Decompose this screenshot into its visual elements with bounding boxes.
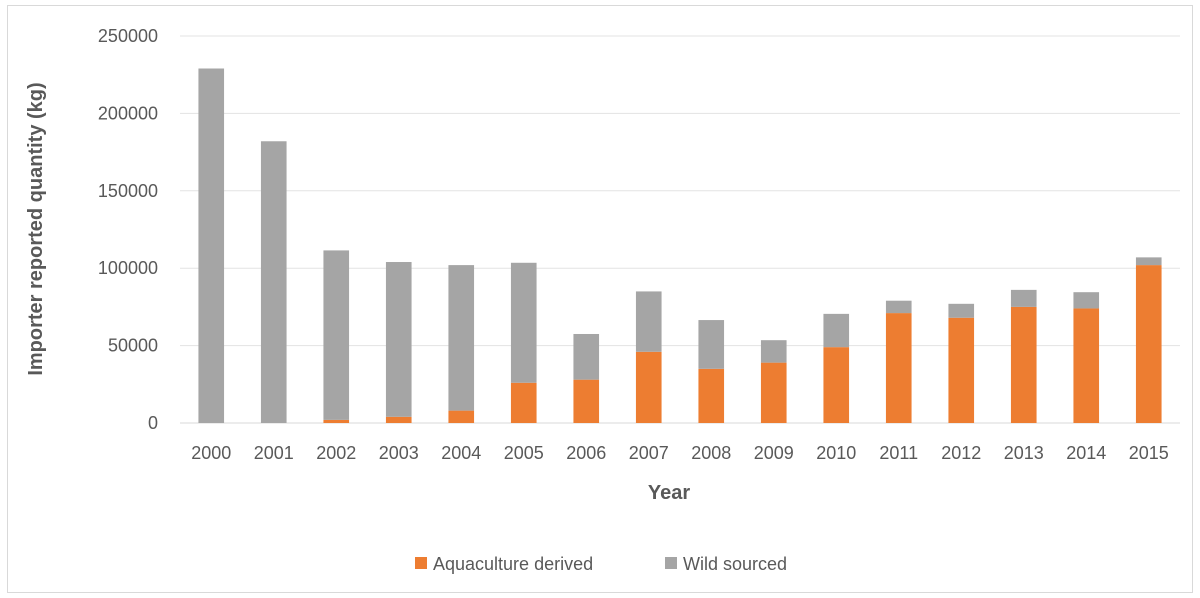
bar-wild-2000 (198, 68, 225, 424)
bar-wild-2014 (1073, 292, 1100, 309)
x-axis-title: Year (648, 482, 690, 504)
bar-wild-2010 (823, 313, 850, 348)
y-axis-title: Importer reported quantity (kg) (25, 82, 47, 375)
x-tick-label: 2003 (379, 443, 419, 463)
y-tick-label: 50000 (108, 336, 158, 356)
bar-wild-2015 (1135, 257, 1162, 266)
bar-aquaculture-2010 (823, 347, 850, 423)
x-tick-label: 2000 (191, 443, 231, 463)
x-tick-label: 2012 (941, 443, 981, 463)
x-tick-label: 2008 (691, 443, 731, 463)
bar-aquaculture-2012 (948, 317, 975, 423)
legend-label: Wild sourced (683, 554, 787, 574)
bar-aquaculture-2015 (1135, 265, 1162, 423)
legend-swatch (415, 557, 427, 569)
bar-aquaculture-2008 (698, 368, 725, 423)
bar-wild-2004 (448, 265, 475, 411)
bar-aquaculture-2011 (885, 313, 912, 423)
x-tick-label: 2004 (441, 443, 481, 463)
bar-wild-2008 (698, 320, 725, 369)
x-tick-label: 2013 (1004, 443, 1044, 463)
bars (198, 68, 1162, 424)
x-tick-label: 2010 (816, 443, 856, 463)
y-tick-label: 0 (148, 413, 158, 433)
bar-aquaculture-2004 (448, 410, 475, 423)
y-tick-label: 100000 (98, 258, 158, 278)
bar-aquaculture-2005 (510, 382, 537, 423)
legend-swatch (665, 557, 677, 569)
x-tick-label: 2005 (504, 443, 544, 463)
y-tick-label: 150000 (98, 181, 158, 201)
legend-label: Aquaculture derived (433, 554, 593, 574)
y-axis-ticks: 0 50000 100000 150000 200000 250000 (98, 26, 158, 433)
bar-wild-2009 (760, 340, 787, 363)
bar-aquaculture-2003 (385, 416, 412, 423)
bar-aquaculture-2009 (760, 362, 787, 423)
bar-aquaculture-2002 (323, 419, 350, 423)
x-axis-ticks: 2000 2001 2002 2003 2004 2005 2006 2007 2008 2009… (191, 443, 1169, 463)
x-tick-label: 2001 (254, 443, 294, 463)
bar-wild-2005 (510, 262, 537, 383)
y-tick-label: 250000 (98, 26, 158, 46)
bar-aquaculture-2013 (1010, 306, 1037, 423)
x-tick-label: 2007 (629, 443, 669, 463)
bar-wild-2006 (573, 333, 600, 380)
x-tick-label: 2006 (566, 443, 606, 463)
x-tick-label: 2014 (1066, 443, 1106, 463)
bar-wild-2002 (323, 250, 350, 420)
bar-aquaculture-2006 (573, 379, 600, 423)
bar-wild-2011 (885, 300, 912, 314)
x-tick-label: 2009 (754, 443, 794, 463)
bar-aquaculture-2014 (1073, 308, 1100, 423)
bar-wild-2003 (385, 262, 412, 417)
x-tick-label: 2015 (1129, 443, 1169, 463)
bar-wild-2001 (260, 141, 287, 423)
bar-aquaculture-2007 (635, 351, 662, 423)
legend: Aquaculture derived Wild sourced (415, 554, 787, 574)
bar-wild-2012 (948, 303, 975, 318)
bar-wild-2007 (635, 291, 662, 352)
y-tick-label: 200000 (98, 103, 158, 123)
bar-wild-2013 (1010, 289, 1037, 307)
x-tick-label: 2002 (316, 443, 356, 463)
x-tick-label: 2011 (879, 443, 918, 463)
